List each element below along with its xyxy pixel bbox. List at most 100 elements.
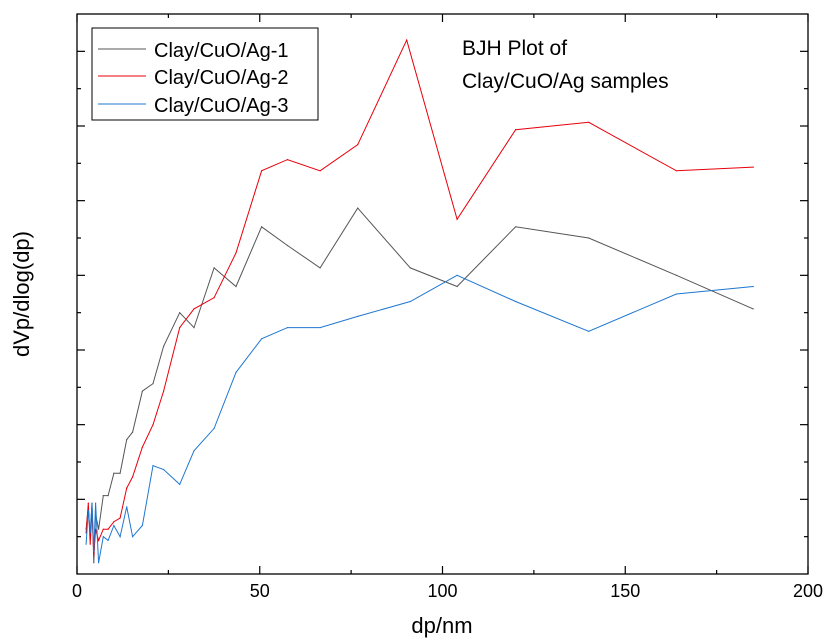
data-point — [163, 390, 165, 392]
data-point — [87, 502, 89, 504]
data-point — [193, 450, 195, 452]
data-point — [752, 285, 754, 288]
data-point — [93, 554, 95, 556]
x-tick-label: 100 — [427, 581, 457, 601]
data-point — [95, 502, 97, 504]
data-point — [213, 267, 215, 269]
legend: Clay/CuO/Ag-1 Clay/CuO/Ag-2 Clay/CuO/Ag-… — [91, 27, 319, 121]
data-point — [132, 536, 134, 538]
annotation-line-1: BJH Plot of — [462, 37, 567, 60]
data-point — [179, 327, 181, 329]
data-point — [119, 517, 121, 519]
data-point — [102, 495, 104, 497]
legend-label-3: Clay/CuO/Ag-3 — [154, 95, 289, 117]
data-point — [286, 327, 289, 329]
data-point — [588, 237, 590, 239]
series-line-3 — [85, 274, 754, 563]
series-line-2 — [85, 38, 754, 556]
data-point — [193, 308, 195, 310]
data-point — [89, 532, 91, 534]
data-point — [93, 562, 95, 564]
legend-label-2: Clay/CuO/Ag-2 — [154, 67, 289, 89]
data-point — [319, 170, 321, 172]
data-point — [87, 509, 89, 512]
data-point — [213, 427, 215, 429]
data-point — [193, 327, 195, 329]
x-axis-label: dp/nm — [411, 613, 472, 638]
data-point — [98, 539, 100, 542]
data-point — [456, 218, 458, 220]
data-point — [91, 502, 93, 504]
data-point — [152, 424, 154, 426]
data-point — [213, 297, 215, 299]
data-point — [675, 274, 678, 276]
data-point — [409, 300, 411, 303]
data-point — [126, 439, 128, 441]
legend-box — [91, 27, 319, 121]
data-point — [141, 524, 143, 527]
data-point — [357, 207, 359, 209]
data-point — [675, 170, 678, 172]
data-point — [132, 476, 134, 478]
data-point — [752, 166, 754, 168]
data-point — [235, 285, 237, 288]
legend-label-1: Clay/CuO/Ag-1 — [154, 40, 289, 62]
series-1 — [85, 207, 754, 564]
data-point — [152, 465, 154, 467]
data-point — [85, 543, 87, 545]
x-tick-labels: 0 50 100 150 200 — [72, 581, 823, 601]
data-point — [286, 244, 289, 247]
data-point — [456, 285, 458, 288]
data-point — [261, 170, 263, 172]
data-point — [675, 293, 678, 295]
data-point — [126, 506, 128, 508]
data-point — [409, 267, 411, 269]
series-2 — [85, 38, 754, 556]
data-point — [113, 524, 115, 527]
data-point — [126, 487, 128, 489]
data-point — [102, 528, 104, 530]
series-layer — [85, 38, 754, 564]
data-point — [113, 521, 115, 523]
data-point — [261, 338, 263, 340]
data-point — [588, 330, 590, 332]
data-point — [152, 383, 154, 385]
data-point — [261, 226, 263, 228]
data-point — [357, 315, 359, 317]
data-point — [588, 121, 590, 123]
data-point — [95, 528, 97, 530]
data-point — [286, 159, 289, 161]
data-point — [107, 539, 109, 542]
data-point — [89, 543, 91, 545]
data-point — [163, 468, 165, 471]
x-tick-label: 50 — [250, 581, 270, 601]
data-point — [752, 308, 754, 310]
data-point — [515, 129, 517, 131]
data-point — [163, 345, 165, 347]
ticks-layer — [76, 14, 809, 574]
data-point — [357, 144, 359, 146]
x-tick-label: 150 — [610, 581, 640, 601]
data-point — [132, 431, 134, 433]
x-tick-label: 0 — [72, 581, 82, 601]
data-point — [119, 536, 121, 538]
data-point — [107, 495, 109, 497]
series-3 — [85, 274, 754, 564]
data-point — [107, 528, 109, 530]
data-point — [235, 371, 237, 373]
data-point — [113, 472, 115, 474]
data-point — [119, 472, 121, 474]
data-point — [319, 267, 321, 269]
data-point — [102, 536, 104, 538]
data-point — [98, 528, 100, 530]
data-point — [515, 226, 517, 228]
series-line-1 — [85, 207, 754, 563]
data-point — [141, 446, 143, 448]
x-tick-label: 200 — [793, 581, 823, 601]
data-point — [141, 390, 143, 392]
data-point — [319, 327, 321, 329]
data-point — [93, 551, 95, 553]
data-point — [98, 562, 100, 564]
data-point — [235, 252, 237, 254]
